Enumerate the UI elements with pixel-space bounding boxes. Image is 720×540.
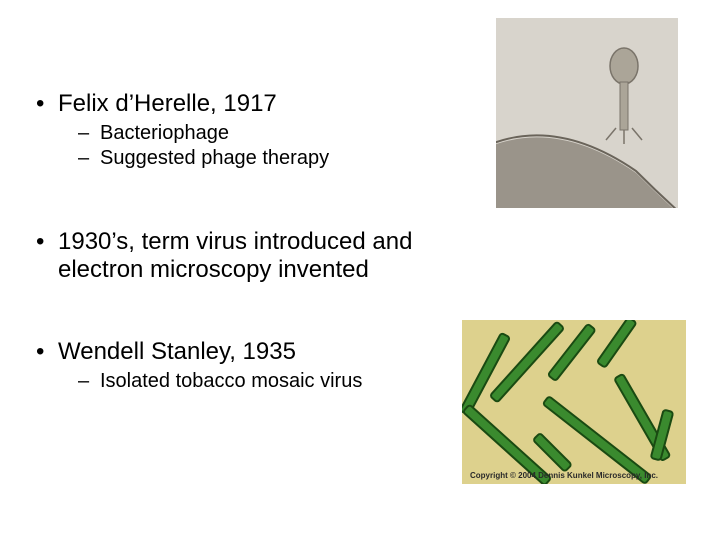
sub-bullet-1a: – Bacteriophage <box>78 122 470 145</box>
bullet-dash: – <box>78 147 100 170</box>
sub-bullet-text: Suggested phage therapy <box>100 147 329 170</box>
bullet-dot: • <box>30 228 58 284</box>
tobacco-mosaic-virus-image: Copyright © 2004 Dennis Kunkel Microscop… <box>462 320 686 484</box>
bullet-dash: – <box>78 122 100 145</box>
bullet-dot: • <box>30 338 58 366</box>
bullet-text: Wendell Stanley, 1935 <box>58 338 296 366</box>
sub-bullet-text: Bacteriophage <box>100 122 229 145</box>
sub-bullet-1b: – Suggested phage therapy <box>78 147 470 170</box>
image-copyright-text: Copyright © 2004 Dennis Kunkel Microscop… <box>470 471 658 480</box>
bullet-text: Felix d’Herelle, 1917 <box>58 90 277 118</box>
bullet-dash: – <box>78 370 100 393</box>
bullet-item-1: • Felix d’Herelle, 1917 <box>30 90 470 118</box>
bacteriophage-image <box>496 18 678 208</box>
bullet-item-3: • Wendell Stanley, 1935 <box>30 338 470 366</box>
sub-bullet-text: Isolated tobacco mosaic virus <box>100 370 362 393</box>
slide-text-content: • Felix d’Herelle, 1917 – Bacteriophage … <box>30 90 470 395</box>
bullet-dot: • <box>30 90 58 118</box>
sub-bullet-3a: – Isolated tobacco mosaic virus <box>78 370 470 393</box>
bullet-item-2: • 1930’s, term virus introduced and elec… <box>30 228 470 284</box>
bullet-text: 1930’s, term virus introduced and electr… <box>58 228 470 284</box>
